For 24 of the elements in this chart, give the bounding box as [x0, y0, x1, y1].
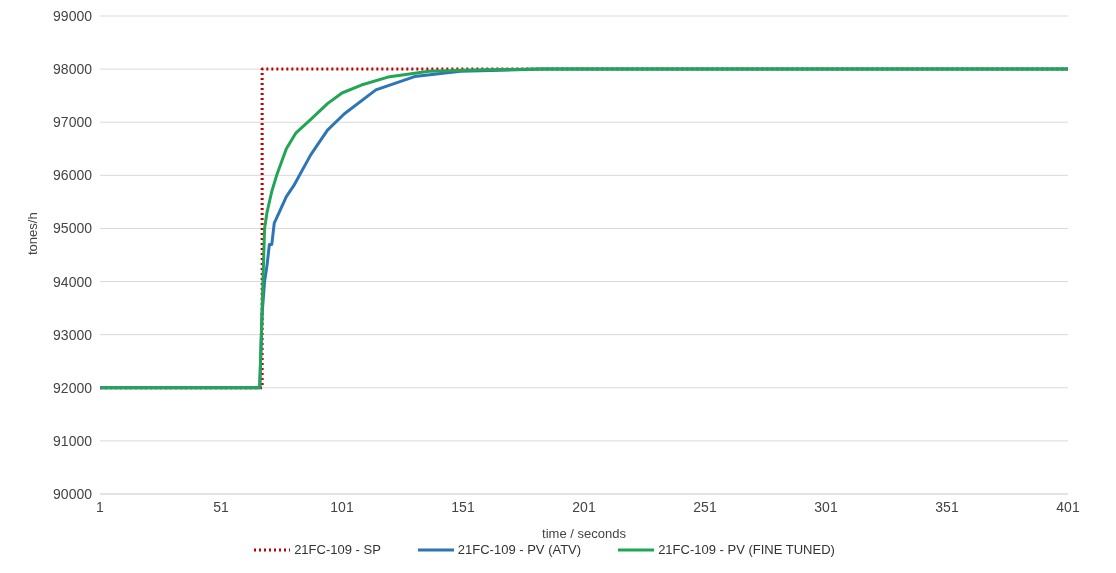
- y-tick-label: 98000: [53, 61, 93, 78]
- y-tick-label: 91000: [53, 432, 93, 449]
- legend-label: 21FC-109 - SP: [294, 542, 381, 557]
- y-tick-label: 92000: [53, 379, 93, 396]
- x-tick-label: 401: [1056, 498, 1080, 515]
- x-tick-label: 151: [451, 498, 475, 515]
- y-tick-label: 99000: [53, 7, 93, 24]
- y-tick-label: 96000: [53, 167, 93, 184]
- legend-label: 21FC-109 - PV (ATV): [457, 542, 582, 557]
- x-tick-label: 101: [330, 498, 354, 515]
- y-tick-label: 94000: [53, 273, 93, 290]
- y-tick-label: 93000: [53, 326, 93, 343]
- y-tick-label: 97000: [53, 114, 93, 131]
- y-tick-label: 90000: [53, 485, 93, 502]
- legend-label: 21FC-109 - PV (FINE TUNED): [658, 542, 835, 557]
- x-tick-label: 301: [814, 498, 838, 515]
- x-tick-label: 1: [96, 498, 105, 515]
- x-tick-label: 351: [935, 498, 959, 515]
- y-axis-title: tones/h: [24, 212, 40, 255]
- y-tick-label: 95000: [53, 220, 93, 237]
- x-tick-label: 201: [572, 498, 596, 515]
- x-tick-label: 51: [213, 498, 229, 515]
- x-tick-label: 251: [693, 498, 717, 515]
- x-axis-title: time / seconds: [542, 526, 627, 541]
